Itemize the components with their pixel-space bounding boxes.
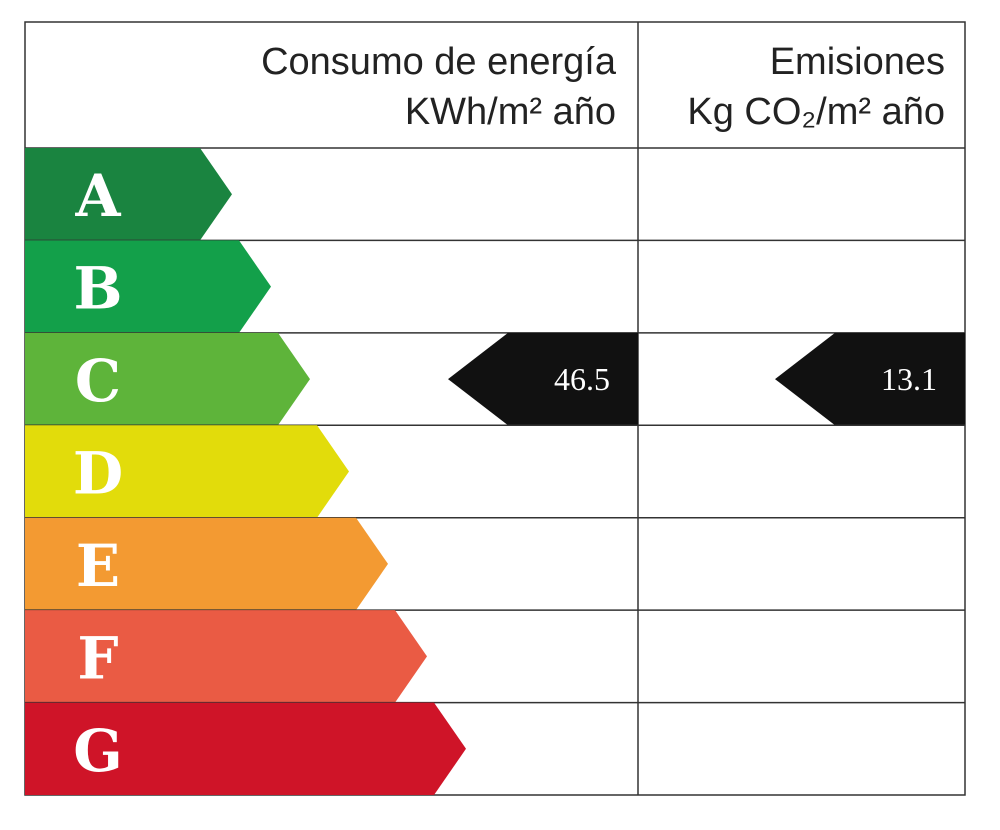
rating-letter: A	[74, 162, 121, 230]
value-label: 13.1	[881, 361, 937, 397]
rating-letter: E	[76, 532, 120, 600]
rating-arrow	[25, 425, 349, 518]
value-arrow	[775, 332, 965, 426]
energy-title: Consumo de energía	[261, 41, 617, 83]
rating-arrow	[25, 517, 388, 611]
emissions-title: Emisiones	[770, 41, 945, 83]
rating-arrow	[25, 240, 271, 333]
rating-arrow	[25, 610, 427, 703]
energy-unit: KWh/m² año	[405, 91, 616, 133]
value-arrow	[448, 332, 638, 426]
rating-letter: G	[73, 717, 123, 785]
value-label: 46.5	[554, 361, 610, 397]
rating-letter: D	[73, 440, 123, 508]
rating-arrow	[25, 702, 466, 795]
rating-letter: C	[75, 347, 121, 415]
rating-arrow	[25, 332, 310, 426]
rating-letter: F	[77, 624, 118, 692]
rating-arrow	[25, 148, 232, 241]
rating-letter: B	[73, 255, 122, 323]
emissions-unit: Kg CO₂/m² año	[687, 91, 945, 133]
